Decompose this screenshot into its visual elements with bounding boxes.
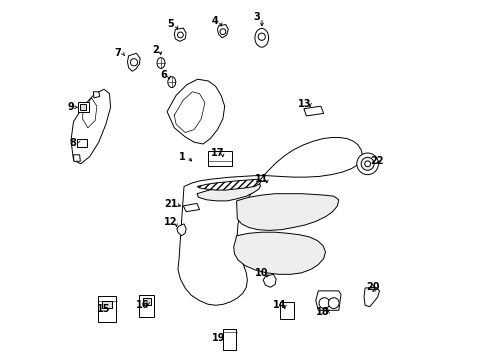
Ellipse shape xyxy=(254,28,268,47)
Text: 6: 6 xyxy=(160,70,166,80)
Bar xyxy=(142,298,150,305)
Polygon shape xyxy=(71,89,110,164)
Circle shape xyxy=(258,33,265,40)
Polygon shape xyxy=(303,106,323,116)
Text: 8: 8 xyxy=(69,138,76,148)
Text: 13: 13 xyxy=(298,99,311,109)
Polygon shape xyxy=(183,203,199,212)
Polygon shape xyxy=(167,79,224,144)
Bar xyxy=(222,329,236,350)
Polygon shape xyxy=(178,138,362,305)
Ellipse shape xyxy=(157,58,164,68)
Text: 1: 1 xyxy=(179,152,185,162)
Polygon shape xyxy=(174,28,186,41)
Text: 5: 5 xyxy=(167,19,174,30)
Text: 12: 12 xyxy=(163,217,177,228)
Text: 14: 14 xyxy=(272,300,286,310)
Circle shape xyxy=(328,298,339,309)
Bar xyxy=(77,139,87,147)
Text: 11: 11 xyxy=(255,174,268,184)
Polygon shape xyxy=(263,274,276,287)
Ellipse shape xyxy=(167,77,175,87)
Polygon shape xyxy=(93,92,100,98)
Polygon shape xyxy=(315,291,340,310)
Text: 17: 17 xyxy=(210,148,224,158)
Circle shape xyxy=(364,161,370,167)
Text: 10: 10 xyxy=(255,268,268,278)
Text: 7: 7 xyxy=(114,48,121,58)
Text: 9: 9 xyxy=(67,102,74,112)
Text: 4: 4 xyxy=(211,16,218,26)
Bar xyxy=(102,301,112,308)
Bar xyxy=(78,102,88,112)
Text: 20: 20 xyxy=(366,282,379,292)
Text: 18: 18 xyxy=(316,307,329,318)
Circle shape xyxy=(130,59,137,66)
Polygon shape xyxy=(217,24,228,38)
Circle shape xyxy=(356,153,378,175)
Circle shape xyxy=(220,29,225,35)
Bar xyxy=(280,302,293,319)
Text: 22: 22 xyxy=(369,156,383,166)
Polygon shape xyxy=(363,287,379,307)
Polygon shape xyxy=(73,155,80,161)
Bar xyxy=(80,104,86,110)
Bar xyxy=(98,296,116,322)
Text: 21: 21 xyxy=(163,199,177,210)
Text: 2: 2 xyxy=(152,45,158,55)
Bar xyxy=(208,151,231,166)
Text: 3: 3 xyxy=(253,12,260,22)
Polygon shape xyxy=(236,194,338,230)
Text: 16: 16 xyxy=(136,300,149,310)
Text: 15: 15 xyxy=(97,304,110,314)
Polygon shape xyxy=(197,184,260,201)
Circle shape xyxy=(318,298,329,309)
Circle shape xyxy=(361,157,373,170)
Polygon shape xyxy=(82,98,97,128)
Bar xyxy=(139,295,153,317)
Polygon shape xyxy=(233,232,325,274)
Polygon shape xyxy=(127,53,140,71)
Text: 19: 19 xyxy=(211,333,225,343)
Polygon shape xyxy=(197,179,261,190)
Polygon shape xyxy=(177,224,186,236)
Circle shape xyxy=(177,32,183,38)
